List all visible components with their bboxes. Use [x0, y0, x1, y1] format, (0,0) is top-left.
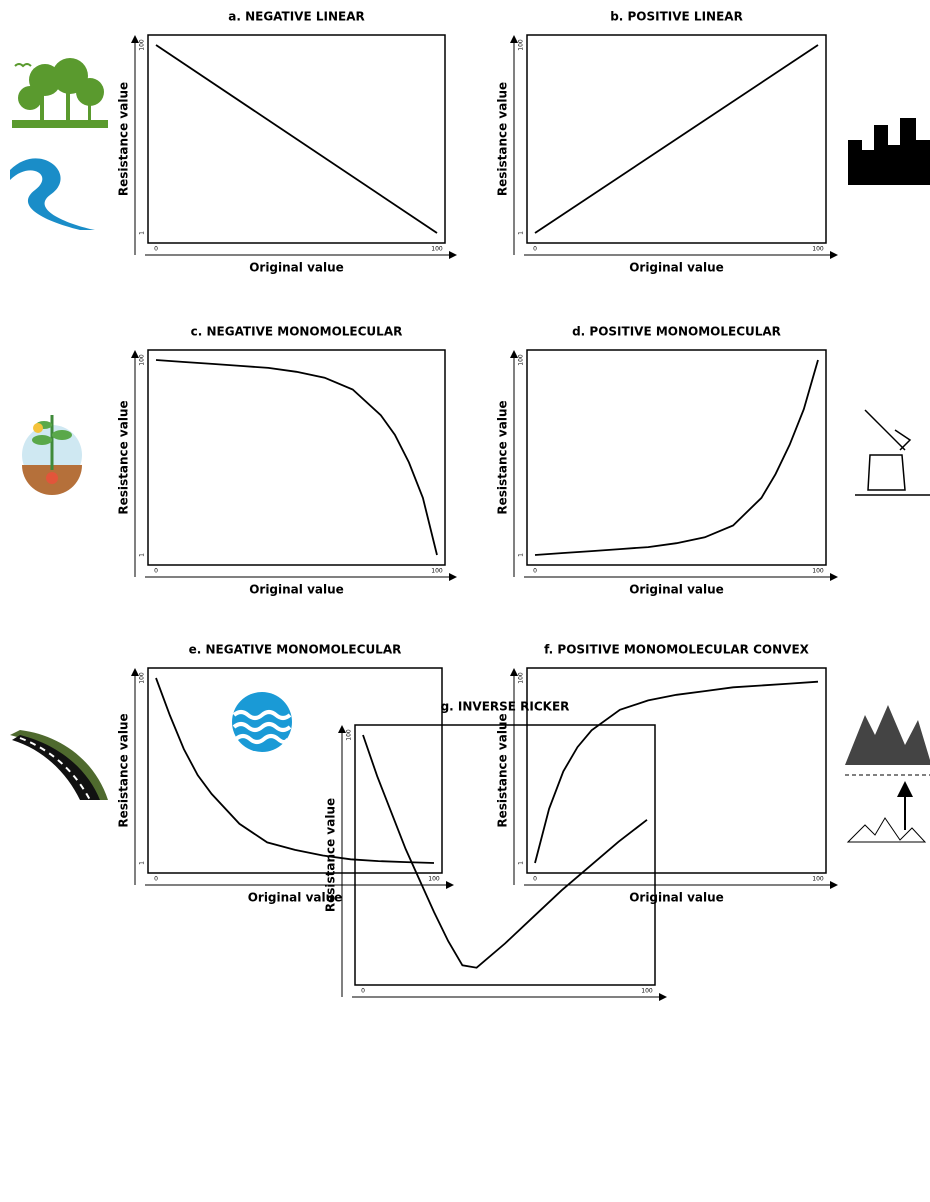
- y-tick-label: 1: [518, 861, 525, 865]
- x-axis-label: Original value: [248, 891, 343, 905]
- chart-title: g. INVERSE RICKER: [441, 700, 570, 714]
- x-axis-label: Original value: [629, 891, 724, 905]
- plot-frame: [526, 34, 827, 244]
- chart-title: e. NEGATIVE MONOMOLECULAR: [189, 643, 402, 657]
- chart-title: c. NEGATIVE MONOMOLECULAR: [191, 325, 403, 339]
- x-tick-label: 100: [431, 246, 443, 253]
- line-series: [155, 359, 438, 556]
- y-axis-label: Resistance value: [496, 713, 510, 827]
- chart-title: d. POSITIVE MONOMOLECULAR: [572, 325, 781, 339]
- y-axis-label: Resistance value: [496, 400, 510, 514]
- plot-frame: [147, 349, 446, 566]
- x-tick-label: 100: [812, 568, 824, 575]
- x-tick-label: 0: [154, 246, 158, 253]
- line-series: [155, 677, 435, 864]
- y-tick-label: 1: [139, 231, 146, 235]
- chart-title: f. POSITIVE MONOMOLECULAR CONVEX: [544, 643, 810, 657]
- x-tick-label: 0: [154, 876, 158, 883]
- y-tick-label: 100: [518, 39, 525, 51]
- x-axis-label: Original value: [629, 261, 724, 275]
- x-axis-label: Original value: [249, 583, 344, 597]
- water-icon: [232, 692, 292, 752]
- x-tick-label: 100: [812, 246, 824, 253]
- y-tick-label: 100: [139, 672, 146, 684]
- plot-frame: [147, 34, 446, 244]
- x-tick-label: 0: [533, 246, 537, 253]
- stump-icon: [855, 409, 930, 496]
- x-tick-label: 0: [533, 568, 537, 575]
- line-series: [534, 680, 819, 864]
- line-series: [534, 359, 819, 556]
- y-axis-label: Resistance value: [496, 82, 510, 196]
- x-tick-label: 0: [361, 988, 365, 995]
- city-icon: [848, 118, 930, 185]
- y-tick-label: 1: [139, 553, 146, 557]
- x-tick-label: 100: [431, 568, 443, 575]
- y-tick-label: 1: [518, 553, 525, 557]
- x-tick-label: 0: [154, 568, 158, 575]
- y-tick-label: 100: [518, 354, 525, 366]
- y-tick-label: 100: [139, 354, 146, 366]
- x-axis-label: Original value: [249, 261, 344, 275]
- y-tick-label: 100: [518, 672, 525, 684]
- mountain-icon: [845, 705, 930, 843]
- y-tick-label: 100: [346, 729, 353, 741]
- y-tick-label: 100: [139, 39, 146, 51]
- x-axis-label: Original value: [629, 583, 724, 597]
- forest-icon: [12, 58, 108, 128]
- x-tick-label: 100: [428, 876, 440, 883]
- y-axis-label: Resistance value: [117, 713, 131, 827]
- river-icon: [10, 158, 95, 230]
- y-axis-label: Resistance value: [117, 82, 131, 196]
- plot-frame: [354, 724, 656, 986]
- plant-icon: [22, 415, 82, 495]
- line-series: [534, 44, 819, 234]
- plot-frame: [526, 667, 827, 874]
- plot-frame: [147, 667, 443, 874]
- y-axis-label: Resistance value: [324, 798, 338, 912]
- line-series: [155, 44, 438, 234]
- chart-title: a. NEGATIVE LINEAR: [228, 10, 364, 24]
- plot-frame: [526, 349, 827, 566]
- x-tick-label: 100: [812, 876, 824, 883]
- chart-title: b. POSITIVE LINEAR: [610, 10, 743, 24]
- road-icon: [10, 730, 108, 801]
- x-tick-label: 0: [533, 876, 537, 883]
- y-tick-label: 1: [518, 231, 525, 235]
- line-series: [362, 734, 648, 969]
- y-tick-label: 1: [139, 861, 146, 865]
- y-axis-label: Resistance value: [117, 400, 131, 514]
- x-tick-label: 100: [641, 988, 653, 995]
